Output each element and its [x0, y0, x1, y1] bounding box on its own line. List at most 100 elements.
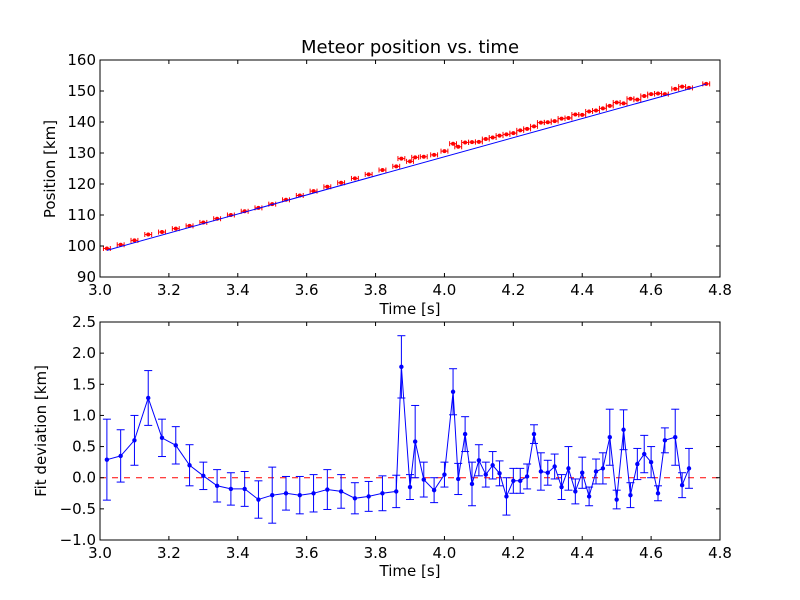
- x-tick-label: 3.4: [226, 544, 250, 562]
- y-tick-label: 110: [67, 206, 96, 224]
- data-point: [451, 141, 456, 146]
- data-point: [614, 100, 619, 105]
- data-point: [104, 457, 110, 462]
- data-point: [518, 478, 523, 484]
- data-point: [421, 477, 426, 482]
- data-point: [469, 481, 475, 487]
- y-tick-label: 100: [67, 237, 96, 255]
- deviation-plot-marks: [100, 335, 720, 524]
- fit-line: [106, 83, 707, 251]
- data-point: [586, 494, 592, 499]
- data-point: [621, 101, 626, 106]
- data-point: [366, 172, 371, 177]
- data-point: [545, 470, 550, 475]
- data-point: [504, 132, 509, 137]
- data-point: [566, 466, 571, 471]
- y-tick-label: 0.5: [72, 438, 96, 456]
- data-point: [380, 168, 385, 173]
- data-point: [442, 149, 447, 154]
- y-tick-label: 140: [67, 113, 96, 131]
- data-point: [118, 453, 123, 459]
- position-plot-axes: 3.0 3.2 3.4 3.6 3.8 4.0 4.2 4.4 4.6 4.8 90 100 110 12…: [67, 51, 732, 299]
- x-tick-label: 3.8: [364, 281, 388, 299]
- data-point: [559, 484, 564, 490]
- data-point: [146, 232, 151, 237]
- data-point: [587, 109, 592, 114]
- data-point: [399, 364, 404, 370]
- data-point: [621, 427, 626, 432]
- data-point: [648, 459, 654, 465]
- y-axis-label: Position [km]: [41, 120, 59, 218]
- data-point: [504, 494, 509, 499]
- data-point: [325, 184, 330, 189]
- x-tick-label: 4.4: [570, 544, 594, 562]
- data-point: [552, 464, 557, 469]
- data-point: [311, 189, 316, 194]
- x-tick-label: 3.2: [157, 281, 181, 299]
- data-point: [399, 156, 404, 161]
- data-point: [580, 112, 585, 117]
- data-point: [412, 439, 418, 444]
- x-axis-label: Time [s]: [379, 562, 441, 580]
- deviation-plot-axes: 3.0 3.2 3.4 3.6 3.8 4.0 4.2 4.4 4.6 4.8 −1.0 −0.5 0.…: [60, 313, 732, 562]
- data-point: [297, 492, 302, 498]
- data-point: [338, 489, 344, 494]
- data-point: [104, 246, 109, 251]
- data-point: [380, 491, 385, 496]
- data-point: [552, 119, 557, 124]
- data-point: [525, 126, 530, 131]
- data-point: [673, 435, 678, 440]
- data-point: [408, 159, 412, 164]
- data-point: [532, 124, 536, 129]
- position-plot-marks: [102, 81, 711, 251]
- data-point: [283, 491, 289, 496]
- data-point: [600, 466, 606, 471]
- x-tick-label: 4.0: [433, 281, 457, 299]
- x-axis-label: Time [s]: [379, 300, 441, 318]
- y-tick-label: 160: [67, 51, 96, 69]
- data-point: [628, 492, 633, 498]
- data-point: [187, 463, 192, 468]
- data-point: [173, 443, 178, 448]
- data-point: [311, 491, 316, 496]
- position-plot-frame: [99, 59, 721, 278]
- y-tick-label: −0.5: [60, 500, 96, 518]
- x-tick-label: 3.6: [295, 544, 319, 562]
- data-point: [470, 140, 474, 145]
- x-tick-label: 4.8: [708, 544, 732, 562]
- data-point: [173, 226, 178, 231]
- data-point: [497, 471, 502, 476]
- data-point: [531, 431, 537, 437]
- x-tick-label: 3.0: [88, 544, 112, 562]
- data-point: [490, 135, 495, 140]
- y-tick-label: 2.5: [72, 313, 96, 331]
- data-point: [483, 137, 488, 142]
- y-tick-label: 130: [67, 144, 96, 162]
- data-point: [490, 463, 495, 468]
- data-point: [511, 131, 516, 136]
- data-point: [680, 84, 685, 89]
- x-tick-label: 4.0: [433, 544, 457, 562]
- data-point: [325, 487, 330, 492]
- x-tick-label: 4.8: [708, 281, 732, 299]
- data-point: [607, 103, 612, 108]
- deviation-panel: 3.0 3.2 3.4 3.6 3.8 4.0 4.2 4.4 4.6 4.8 −1.0 −0.5 0.…: [32, 313, 732, 580]
- data-point: [635, 461, 640, 467]
- data-point: [450, 389, 456, 394]
- data-point: [214, 483, 220, 489]
- data-point: [242, 486, 247, 492]
- data-point: [594, 108, 598, 113]
- data-point: [580, 470, 585, 475]
- data-point: [566, 115, 571, 120]
- data-point: [456, 144, 461, 149]
- position-panel: Meteor position vs. time 3.0 3.2 3.4 3.6 3.8…: [41, 37, 732, 318]
- data-point: [132, 438, 137, 443]
- data-point: [686, 466, 692, 471]
- x-tick-label: 3.0: [88, 281, 112, 299]
- data-point: [132, 238, 137, 243]
- data-point: [462, 431, 468, 437]
- data-point: [673, 86, 678, 91]
- data-point: [656, 91, 660, 96]
- x-tick-label: 3.8: [364, 544, 388, 562]
- data-point: [394, 164, 399, 169]
